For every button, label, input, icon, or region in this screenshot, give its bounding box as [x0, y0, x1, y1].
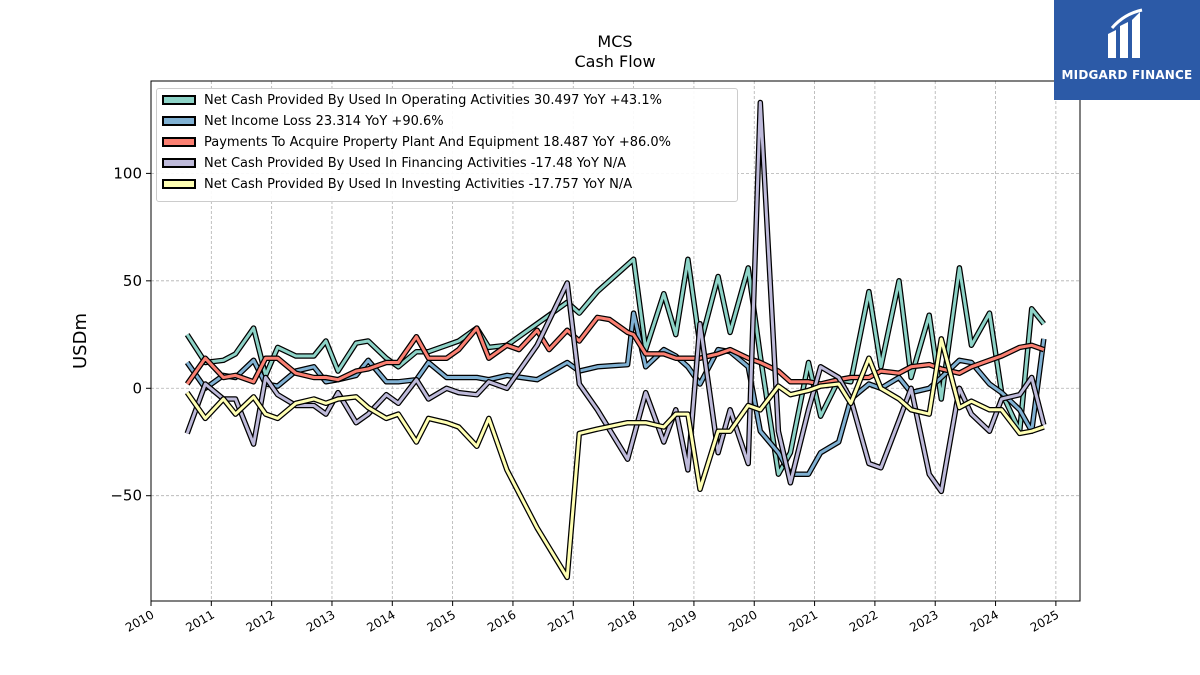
legend-label: Net Cash Provided By Used In Operating A…: [204, 92, 662, 110]
x-tick-label: 2015: [425, 607, 458, 634]
legend-swatch: [162, 137, 196, 147]
y-tick-label: 0: [132, 379, 142, 397]
x-tick-label: 2017: [545, 607, 578, 634]
x-tick-label: 2020: [726, 607, 759, 634]
series-line-5: [187, 339, 1044, 578]
legend-label: Payments To Acquire Property Plant And E…: [204, 134, 671, 152]
brand-name: MIDGARD FINANCE: [1054, 68, 1200, 82]
x-tick-label: 2011: [183, 607, 216, 634]
x-tick-label: 2022: [847, 607, 880, 634]
series-line-2: [187, 313, 1044, 474]
x-tick-label: 2014: [364, 607, 397, 634]
legend-swatch: [162, 179, 196, 189]
x-tick-label: 2025: [1028, 607, 1061, 634]
x-tick-label: 2019: [666, 607, 699, 634]
chart-legend: Net Cash Provided By Used In Operating A…: [156, 88, 738, 202]
x-tick-label: 2023: [907, 607, 940, 634]
legend-swatch: [162, 116, 196, 126]
x-tick-label: 2012: [244, 607, 277, 634]
brand-logo: MIDGARD FINANCE: [1054, 0, 1200, 100]
series-outline: [187, 313, 1044, 474]
midgard-logo-icon: [1054, 0, 1200, 70]
y-tick-label: 100: [113, 164, 142, 182]
y-tick-label: −50: [110, 487, 142, 505]
x-tick-label: 2018: [606, 607, 639, 634]
legend-label: Net Cash Provided By Used In Financing A…: [204, 155, 626, 173]
series-outline: [187, 339, 1044, 578]
x-tick-label: 2016: [485, 607, 518, 634]
legend-label: Net Cash Provided By Used In Investing A…: [204, 176, 632, 194]
legend-swatch: [162, 95, 196, 105]
y-axis-label: USDm: [70, 313, 91, 369]
y-tick-label: 50: [123, 272, 142, 290]
x-tick-label: 2013: [304, 607, 337, 634]
x-tick-label: 2010: [123, 607, 156, 634]
series-core: [187, 339, 1044, 578]
chart-title: MCS: [0, 32, 1200, 51]
x-tick-label: 2024: [968, 607, 1001, 634]
legend-label: Net Income Loss 23.314 YoY +90.6%: [204, 113, 444, 131]
x-tick-label: 2021: [787, 607, 820, 634]
legend-swatch: [162, 158, 196, 168]
chart-subtitle: Cash Flow: [0, 52, 1200, 71]
